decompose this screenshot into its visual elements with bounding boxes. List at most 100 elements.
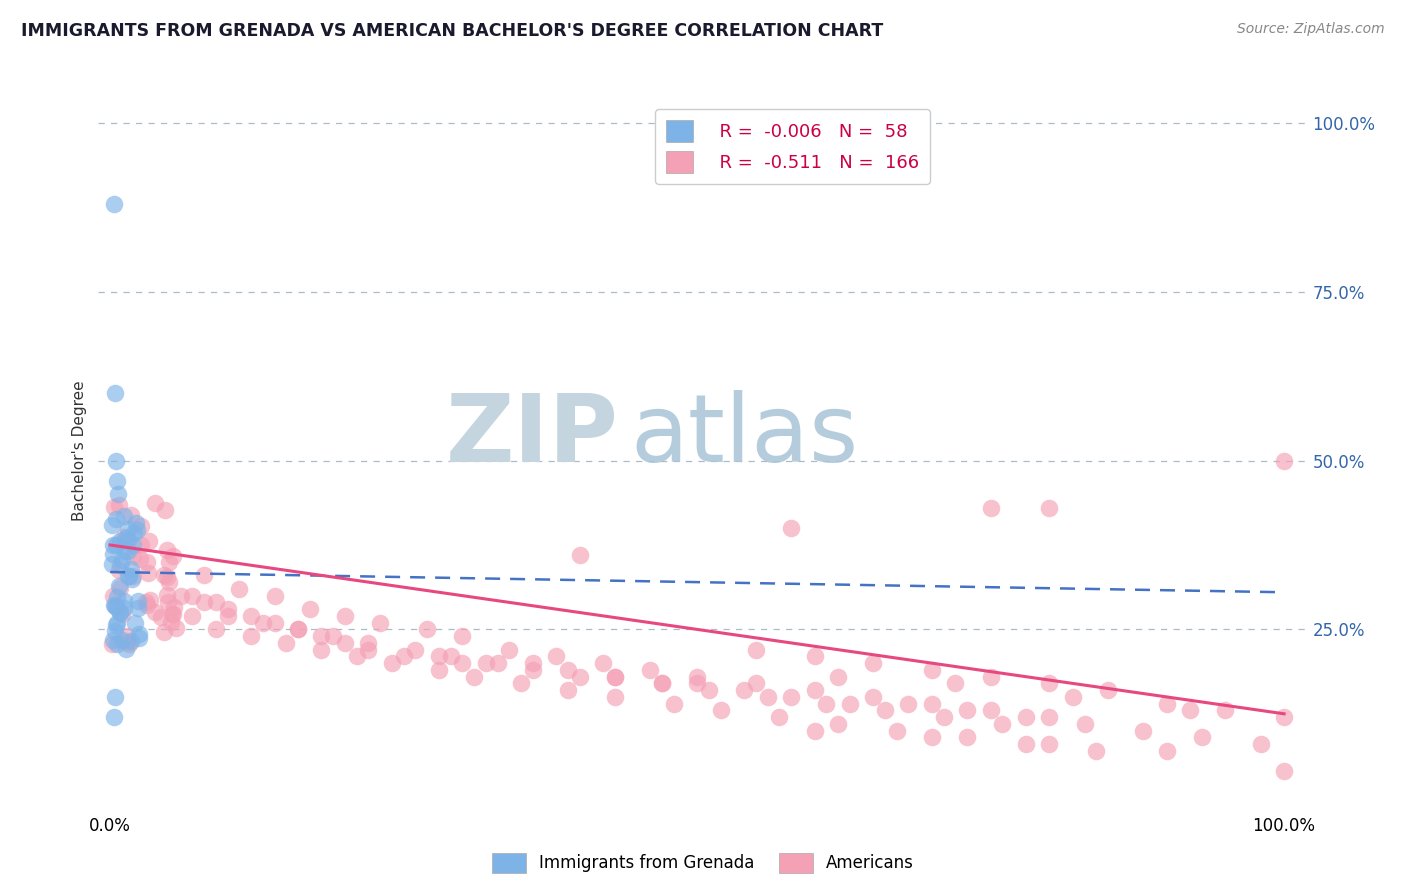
Point bbox=[862, 690, 884, 704]
Point bbox=[1250, 737, 1272, 751]
Point bbox=[592, 656, 614, 670]
Point bbox=[1191, 731, 1213, 745]
Point bbox=[181, 589, 204, 603]
Point bbox=[122, 569, 145, 583]
Point bbox=[105, 601, 128, 615]
Point bbox=[921, 731, 943, 745]
Point bbox=[129, 538, 152, 552]
Point bbox=[101, 637, 124, 651]
Point bbox=[862, 656, 884, 670]
Point bbox=[1038, 500, 1060, 515]
Point bbox=[153, 502, 176, 516]
Point bbox=[827, 717, 849, 731]
Point bbox=[1085, 744, 1108, 758]
Point bbox=[932, 710, 955, 724]
Point bbox=[638, 663, 661, 677]
Point bbox=[1272, 453, 1295, 467]
Point bbox=[104, 512, 127, 526]
Point bbox=[651, 676, 673, 690]
Point bbox=[105, 474, 128, 488]
Point bbox=[105, 590, 128, 604]
Point bbox=[568, 548, 591, 562]
Point bbox=[135, 594, 157, 608]
Point bbox=[117, 544, 139, 558]
Point bbox=[815, 697, 838, 711]
Point bbox=[311, 642, 333, 657]
Point bbox=[357, 642, 380, 657]
Point bbox=[193, 568, 215, 582]
Point bbox=[105, 599, 128, 613]
Point bbox=[105, 539, 128, 553]
Point bbox=[145, 605, 167, 619]
Point bbox=[108, 563, 131, 577]
Point bbox=[128, 552, 150, 566]
Point bbox=[127, 594, 149, 608]
Point bbox=[546, 649, 568, 664]
Point bbox=[298, 602, 321, 616]
Point bbox=[107, 487, 129, 501]
Point bbox=[101, 518, 124, 533]
Point bbox=[122, 538, 145, 552]
Point bbox=[803, 649, 825, 664]
Point bbox=[114, 544, 136, 558]
Point bbox=[122, 526, 145, 541]
Point bbox=[114, 641, 136, 656]
Point bbox=[103, 197, 125, 211]
Point bbox=[803, 683, 825, 698]
Point bbox=[240, 629, 263, 643]
Point bbox=[125, 516, 148, 530]
Point bbox=[101, 547, 124, 561]
Point bbox=[475, 656, 498, 670]
Text: IMMIGRANTS FROM GRENADA VS AMERICAN BACHELOR'S DEGREE CORRELATION CHART: IMMIGRANTS FROM GRENADA VS AMERICAN BACH… bbox=[21, 22, 883, 40]
Point bbox=[1156, 744, 1178, 758]
Point bbox=[104, 386, 127, 401]
Point bbox=[101, 589, 124, 603]
Point bbox=[1062, 690, 1084, 704]
Point bbox=[129, 518, 152, 533]
Point bbox=[991, 717, 1014, 731]
Point bbox=[416, 623, 439, 637]
Point bbox=[956, 703, 979, 717]
Point bbox=[122, 549, 145, 563]
Point bbox=[427, 663, 450, 677]
Point bbox=[522, 663, 544, 677]
Point bbox=[287, 623, 309, 637]
Point bbox=[108, 558, 131, 573]
Point bbox=[135, 598, 157, 612]
Point bbox=[686, 676, 709, 690]
Point bbox=[117, 533, 139, 547]
Point bbox=[557, 663, 579, 677]
Point bbox=[827, 670, 849, 684]
Point bbox=[392, 649, 415, 664]
Point bbox=[357, 636, 380, 650]
Point bbox=[104, 617, 127, 632]
Point bbox=[427, 649, 450, 664]
Point bbox=[568, 670, 591, 684]
Point bbox=[104, 599, 127, 613]
Point bbox=[463, 670, 485, 684]
Point bbox=[346, 649, 368, 664]
Point bbox=[510, 676, 533, 690]
Point bbox=[157, 575, 180, 590]
Point bbox=[157, 555, 180, 569]
Point bbox=[156, 588, 179, 602]
Point bbox=[156, 542, 179, 557]
Point bbox=[169, 589, 191, 603]
Point bbox=[768, 710, 790, 724]
Point bbox=[697, 683, 720, 698]
Point bbox=[117, 522, 139, 536]
Point bbox=[104, 624, 127, 638]
Point bbox=[217, 608, 239, 623]
Point bbox=[1038, 710, 1060, 724]
Point bbox=[263, 589, 285, 603]
Point bbox=[193, 595, 215, 609]
Point bbox=[111, 607, 134, 621]
Text: ZIP: ZIP bbox=[446, 390, 619, 482]
Point bbox=[404, 642, 426, 657]
Point bbox=[103, 710, 125, 724]
Point bbox=[111, 632, 134, 647]
Point bbox=[897, 697, 920, 711]
Point bbox=[252, 615, 274, 630]
Point bbox=[204, 623, 226, 637]
Point bbox=[1215, 703, 1237, 717]
